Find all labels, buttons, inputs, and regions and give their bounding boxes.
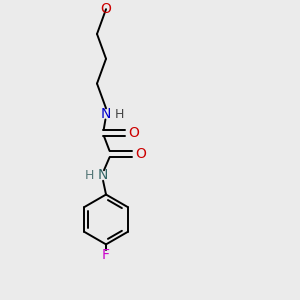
Text: N: N [101,107,111,121]
Text: O: O [128,126,139,140]
Text: O: O [100,2,112,16]
Text: N: N [98,169,108,182]
Text: O: O [135,147,146,161]
Text: F: F [102,248,110,262]
Text: H: H [115,108,124,121]
Text: H: H [85,169,94,182]
